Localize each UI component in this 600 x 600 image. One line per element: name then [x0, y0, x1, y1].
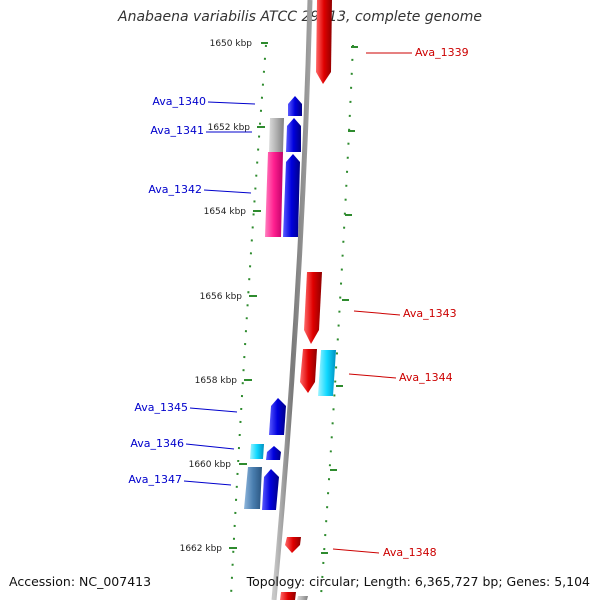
gene-ava-1341-gray[interactable] — [269, 118, 284, 152]
gene-label-ava-1341[interactable]: Ava_1341 — [150, 124, 204, 137]
gene-ava-1341[interactable] — [286, 118, 301, 152]
gene-ava-1345[interactable] — [269, 398, 286, 435]
leader-ava-1346 — [185, 443, 235, 450]
gene-ava-1348[interactable] — [285, 537, 301, 553]
gene-bottom-red[interactable] — [280, 592, 296, 600]
leader-ava-1347 — [183, 480, 232, 486]
gene-ava-1339[interactable] — [316, 0, 332, 84]
gene-ava-1344-a[interactable] — [300, 349, 317, 393]
leader-ava-1343 — [353, 310, 401, 316]
scale-label: 1660 kbp — [189, 460, 232, 470]
summary-text: Topology: circular; Length: 6,365,727 bp… — [246, 574, 590, 589]
scale-label: 1654 kbp — [204, 207, 247, 217]
accession-text: Accession: NC_007413 — [9, 574, 152, 589]
gene-ava-1342[interactable] — [283, 154, 300, 237]
gene-ava-1340[interactable] — [288, 96, 302, 116]
gene-label-ava-1340[interactable]: Ava_1340 — [152, 95, 206, 108]
gene-ava-1347[interactable] — [262, 469, 279, 510]
leader-ava-1348 — [332, 548, 380, 554]
gene-ava-1346-cyan[interactable] — [250, 444, 264, 459]
gene-label-ava-1347[interactable]: Ava_1347 — [128, 473, 182, 486]
plus-strand-genes — [280, 0, 336, 600]
gene-label-ava-1339[interactable]: Ava_1339 — [415, 46, 469, 59]
gene-ava-1347-steel[interactable] — [244, 467, 262, 509]
scale-label: 1658 kbp — [195, 376, 238, 386]
gene-ava-1346[interactable] — [266, 446, 281, 460]
gene-label-ava-1344[interactable]: Ava_1344 — [399, 371, 453, 384]
right-scale — [320, 44, 354, 597]
right-major-ticks — [321, 46, 358, 554]
left-major-ticks — [229, 42, 268, 549]
scale-label: 1662 kbp — [180, 544, 223, 554]
gene-label-ava-1342[interactable]: Ava_1342 — [148, 183, 202, 196]
map-title: Anabaena variabilis ATCC 29413, complete… — [118, 9, 482, 25]
scale-label: 1656 kbp — [200, 292, 243, 302]
gene-ava-1344-b[interactable] — [318, 350, 336, 396]
leader-ava-1344 — [348, 373, 397, 379]
gene-bottom-gray[interactable] — [297, 596, 308, 600]
gene-label-ava-1345[interactable]: Ava_1345 — [134, 401, 188, 414]
minus-strand-genes — [244, 96, 302, 510]
genome-backbone — [271, 0, 313, 600]
leader-ava-1342 — [203, 189, 252, 194]
leader-ava-1345 — [189, 407, 238, 413]
gene-ava-1342-magenta[interactable] — [265, 152, 283, 237]
scale-label: 1652 kbp — [208, 123, 251, 133]
scale-label: 1650 kbp — [210, 39, 253, 49]
gene-label-ava-1346[interactable]: Ava_1346 — [130, 437, 184, 450]
gene-label-ava-1343[interactable]: Ava_1343 — [403, 307, 457, 320]
leader-ava-1340 — [207, 101, 256, 105]
gene-ava-1343[interactable] — [304, 272, 322, 344]
gene-label-ava-1348[interactable]: Ava_1348 — [383, 546, 437, 559]
